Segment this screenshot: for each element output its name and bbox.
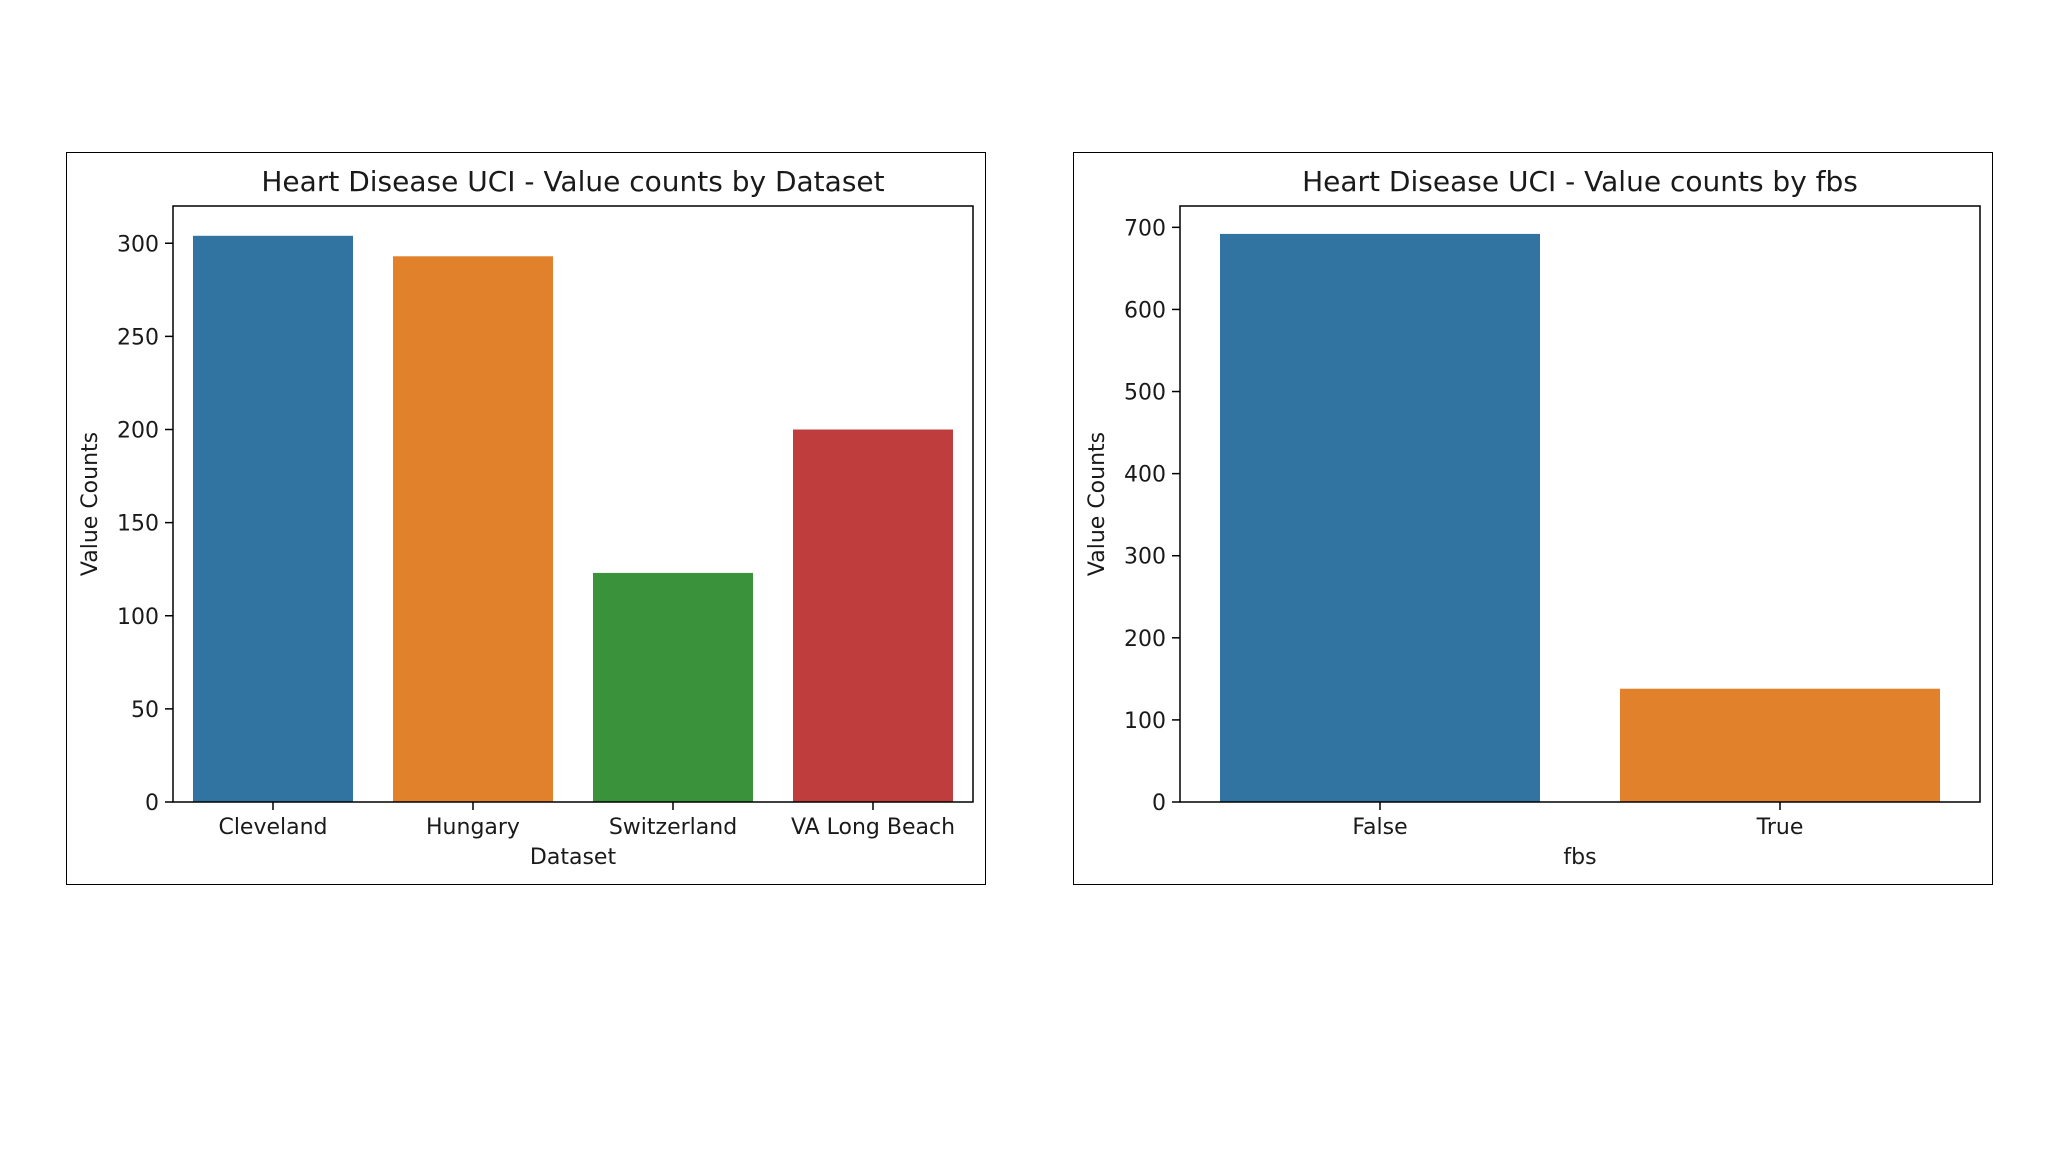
- axes-frame: [172, 205, 974, 803]
- bar-va-long-beach: [793, 429, 953, 802]
- y-tick-label: 50: [131, 698, 159, 723]
- y-tick-label: 600: [1124, 298, 1166, 323]
- y-tick-label: 200: [117, 419, 159, 444]
- chart-panel-dataset: Heart Disease UCI - Value counts by Data…: [66, 152, 986, 885]
- y-axis-label: Value Counts: [1085, 432, 1110, 576]
- y-tick-label: 100: [117, 605, 159, 630]
- bar-switzerland: [593, 572, 753, 802]
- y-axis-label: Value Counts: [78, 432, 103, 576]
- y-tick-label: 0: [145, 791, 159, 816]
- y-tick-label: 700: [1124, 216, 1166, 241]
- chart-panel-fbs: Heart Disease UCI - Value counts by fbs 0…: [1073, 152, 1993, 885]
- y-tick-label: 500: [1124, 381, 1166, 406]
- x-tick-label: True: [1756, 815, 1804, 840]
- y-tick-label: 100: [1124, 709, 1166, 734]
- x-tick-label: False: [1352, 815, 1407, 840]
- bar-chart-dataset: Heart Disease UCI - Value counts by Data…: [78, 165, 974, 870]
- y-tick-label: 0: [1152, 791, 1166, 816]
- bar-true: [1620, 688, 1940, 802]
- y-tick-label: 150: [117, 512, 159, 537]
- chart-title: Heart Disease UCI - Value counts by Data…: [261, 165, 884, 198]
- axes-frame: [1179, 205, 1981, 803]
- bar-hungary: [393, 256, 553, 803]
- x-tick-label: Hungary: [426, 815, 520, 840]
- y-tick-label: 300: [117, 232, 159, 257]
- x-axis-label: Dataset: [530, 845, 617, 870]
- x-tick-label: VA Long Beach: [791, 815, 955, 840]
- y-tick-label: 400: [1124, 463, 1166, 488]
- bar-chart-fbs: Heart Disease UCI - Value counts by fbs 0…: [1085, 165, 1981, 870]
- y-tick-label: 200: [1124, 627, 1166, 652]
- x-axis-label: fbs: [1563, 845, 1596, 870]
- bar-false: [1220, 233, 1540, 802]
- chart-title: Heart Disease UCI - Value counts by fbs: [1302, 165, 1858, 198]
- bar-cleveland: [193, 235, 353, 803]
- x-tick-label: Switzerland: [609, 815, 737, 840]
- y-tick-label: 250: [117, 325, 159, 350]
- y-tick-label: 300: [1124, 545, 1166, 570]
- x-tick-label: Cleveland: [218, 815, 327, 840]
